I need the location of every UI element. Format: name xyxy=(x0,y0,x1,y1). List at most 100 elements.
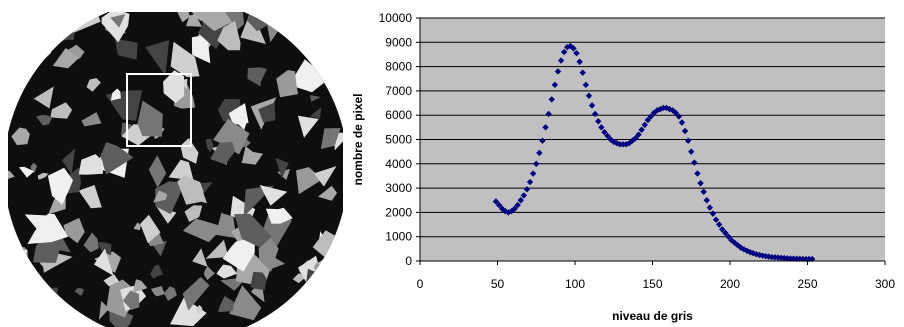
rock-fragment xyxy=(164,286,177,301)
rock-fragment xyxy=(74,288,84,296)
y-tick-label: 0 xyxy=(405,254,412,268)
histogram-chart: 0100020003000400050006000700080009000100… xyxy=(351,11,895,323)
data-point xyxy=(712,216,720,223)
y-tick-label: 9000 xyxy=(385,35,412,49)
rock-fragment xyxy=(192,248,208,267)
y-tick-label: 8000 xyxy=(385,60,412,74)
rock-fragment xyxy=(229,285,262,321)
data-point xyxy=(564,43,571,51)
rock-fragment xyxy=(54,313,72,327)
data-point xyxy=(691,159,698,166)
y-tick-label: 4000 xyxy=(385,157,412,171)
rock-fragment xyxy=(241,146,264,165)
rock-fragment xyxy=(328,320,335,327)
ct-scan-image xyxy=(8,12,343,327)
rock-fragment xyxy=(100,142,134,175)
rock-fragment xyxy=(156,206,177,224)
rock-fragment xyxy=(313,166,337,187)
rock-fragment xyxy=(258,102,276,123)
data-point xyxy=(740,246,748,253)
data-point xyxy=(607,136,614,143)
data-point xyxy=(684,137,692,144)
rock-fragment xyxy=(184,205,203,222)
data-point xyxy=(728,237,735,244)
y-tick-label: 7000 xyxy=(385,84,412,98)
rock-fragment xyxy=(291,12,320,38)
data-point xyxy=(508,207,515,215)
rock-fragment xyxy=(216,264,238,279)
data-point xyxy=(533,160,540,167)
rock-fragment xyxy=(110,14,126,28)
rock-fragment xyxy=(36,114,53,126)
ct-scan-icon xyxy=(8,12,343,327)
rock-fragment xyxy=(122,290,140,310)
rock-fragment xyxy=(132,279,148,293)
rock-fragment xyxy=(133,222,141,231)
rock-fragment xyxy=(155,181,183,215)
rock-fragment xyxy=(8,40,20,53)
rock-fragment xyxy=(38,12,69,39)
y-tick-label: 1000 xyxy=(385,230,412,244)
data-point xyxy=(753,250,760,258)
rock-fragment xyxy=(205,239,229,259)
rock-fragment xyxy=(222,237,255,272)
x-tick-label: 300 xyxy=(875,277,895,291)
rock-fragment xyxy=(222,12,245,32)
rock-fragment xyxy=(81,112,102,127)
rock-fragment xyxy=(8,279,26,295)
data-point xyxy=(675,113,683,120)
data-point xyxy=(641,121,648,129)
rock-fragment xyxy=(23,36,47,63)
rock-fragment xyxy=(61,148,76,175)
rock-fragment xyxy=(310,95,321,102)
rock-fragment xyxy=(217,20,241,51)
rock-fragment xyxy=(330,12,340,18)
rock-fragment xyxy=(297,115,319,138)
rock-fragment xyxy=(98,242,112,256)
rock-fragment xyxy=(196,305,203,315)
rock-fragment xyxy=(60,26,76,42)
rock-fragment xyxy=(228,103,249,125)
rock-fragment xyxy=(8,249,28,272)
rock-fragment xyxy=(137,100,163,137)
rock-fragment xyxy=(188,12,233,32)
y-tick-label: 5000 xyxy=(385,133,412,147)
rock-fragment xyxy=(210,141,235,165)
rock-fragment xyxy=(276,70,299,98)
rock-fragment xyxy=(177,175,207,205)
data-point xyxy=(495,201,503,209)
rock-fragment xyxy=(177,12,190,23)
rock-fragment xyxy=(305,268,327,288)
data-point xyxy=(703,197,710,204)
data-point xyxy=(529,170,537,177)
y-axis-label: nombre de pixel xyxy=(351,93,365,185)
rock-fragment xyxy=(114,38,138,60)
y-tick-label: 10000 xyxy=(379,11,413,25)
rock-fragment xyxy=(63,217,85,244)
rock-fragment xyxy=(30,162,38,173)
data-point xyxy=(638,126,645,133)
rock-fragment xyxy=(259,185,288,206)
y-tick-label: 2000 xyxy=(385,205,412,219)
rock-fragment xyxy=(47,167,73,205)
data-point xyxy=(719,226,726,233)
rock-fragment xyxy=(78,154,103,175)
data-point xyxy=(706,204,714,211)
rock-fragment xyxy=(66,44,85,61)
rock-fragment xyxy=(191,34,211,64)
rock-fragment xyxy=(305,26,331,48)
data-point xyxy=(613,139,621,147)
data-point xyxy=(768,253,776,261)
rock-fragment xyxy=(180,138,199,164)
data-point xyxy=(502,207,509,215)
data-point xyxy=(784,255,791,262)
rock-fragment xyxy=(83,232,99,253)
data-point xyxy=(722,229,729,237)
rock-fragment xyxy=(275,157,289,179)
rock-fragment xyxy=(311,289,343,324)
x-tick-label: 0 xyxy=(417,277,424,291)
rock-fragment xyxy=(140,214,161,244)
rock-fragment xyxy=(150,264,164,279)
rock-fragment xyxy=(148,155,167,188)
rock-fragment xyxy=(37,172,49,180)
